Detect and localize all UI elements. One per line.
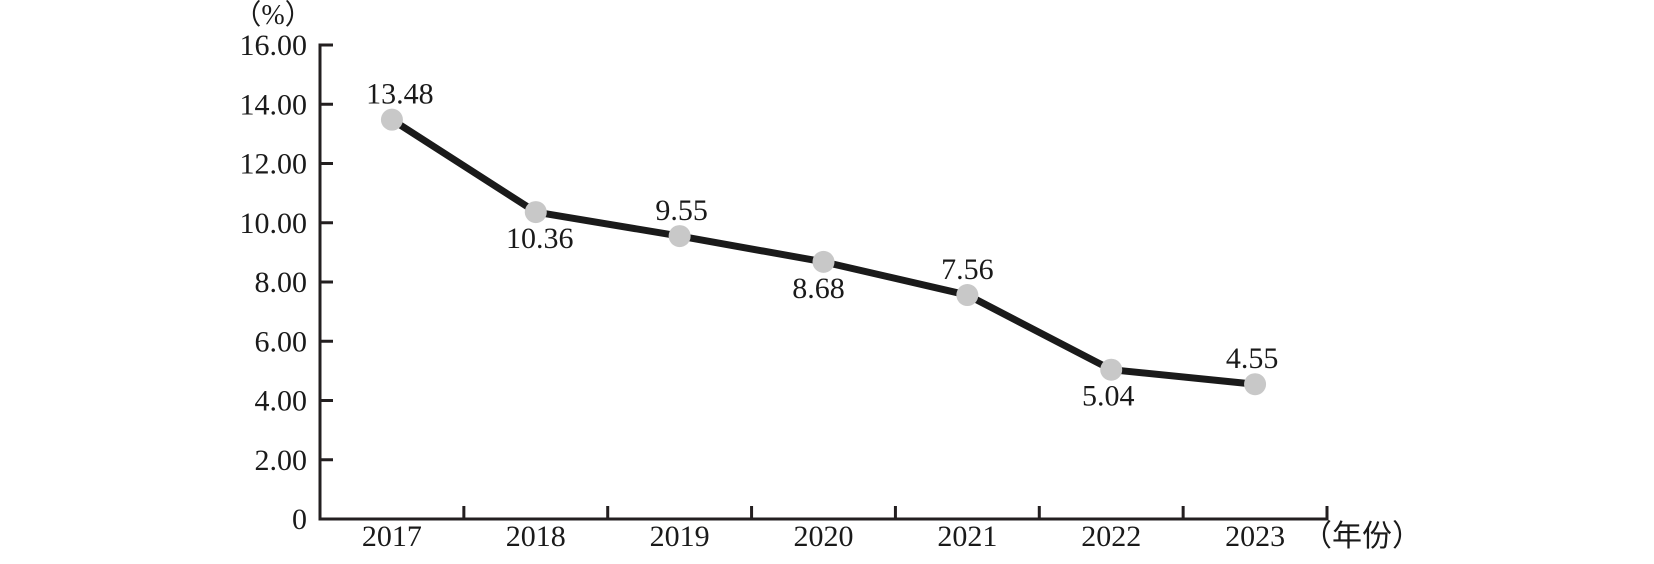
y-tick-label-12.00: 12.00 bbox=[240, 148, 308, 181]
y-tick-label-10.00: 10.00 bbox=[240, 207, 308, 240]
data-label-2023: 4.55 bbox=[1226, 342, 1279, 375]
x-tick-label-2022: 2022 bbox=[1081, 520, 1141, 553]
x-tick-label-2019: 2019 bbox=[650, 520, 710, 553]
data-point-marker-2019 bbox=[668, 225, 691, 248]
data-point-marker-2020 bbox=[812, 250, 835, 273]
y-axis-unit-label: （%） bbox=[233, 0, 312, 31]
x-axis-unit-label: （年份） bbox=[1302, 520, 1422, 553]
axis bbox=[318, 43, 1329, 521]
x-tick-label-2017: 2017 bbox=[362, 520, 422, 553]
x-tick-label-2021: 2021 bbox=[937, 520, 997, 553]
data-label-2019: 9.55 bbox=[655, 194, 708, 227]
y-tick-label-2.00: 2.00 bbox=[255, 444, 308, 477]
data-label-2017: 13.48 bbox=[366, 78, 434, 111]
x-tick-label-2020: 2020 bbox=[794, 520, 854, 553]
data-label-2022: 5.04 bbox=[1082, 380, 1135, 413]
y-tick-label-0: 0 bbox=[292, 503, 307, 536]
data-point-marker-2021 bbox=[956, 284, 979, 307]
y-tick-label-4.00: 4.00 bbox=[255, 385, 308, 418]
data-label-2020: 8.68 bbox=[792, 272, 845, 305]
data-point-marker-2018 bbox=[524, 201, 547, 224]
y-tick-label-8.00: 8.00 bbox=[255, 266, 308, 299]
data-label-2021: 7.56 bbox=[941, 253, 994, 286]
y-tick-label-14.00: 14.00 bbox=[240, 88, 308, 121]
y-tick-label-6.00: 6.00 bbox=[255, 325, 308, 358]
x-tick-label-2018: 2018 bbox=[506, 520, 566, 553]
y-tick-label-16.00: 16.00 bbox=[240, 29, 308, 62]
data-label-2018: 10.36 bbox=[506, 222, 574, 255]
data-point-marker-2022 bbox=[1100, 358, 1123, 381]
data-point-marker-2023 bbox=[1244, 373, 1267, 396]
data-point-marker-2017 bbox=[380, 108, 403, 131]
x-tick-label-2023: 2023 bbox=[1225, 520, 1285, 553]
